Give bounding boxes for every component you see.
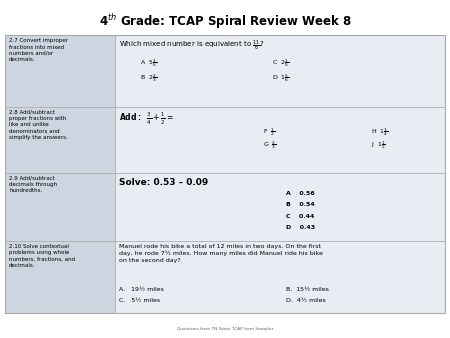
Text: C    0.44: C 0.44 [286, 214, 314, 218]
Text: D.  4½ miles: D. 4½ miles [286, 298, 325, 303]
Text: Questions from TN State TCAP Item Sampler: Questions from TN State TCAP Item Sample… [177, 327, 273, 331]
Text: B.  15½ miles: B. 15½ miles [286, 287, 328, 292]
Text: D    0.43: D 0.43 [286, 225, 315, 230]
Text: J  $1\frac{1}{2}$: J $1\frac{1}{2}$ [371, 139, 386, 151]
Bar [115, 35, 445, 107]
Text: Solve: 0.53 – 0.09: Solve: 0.53 – 0.09 [119, 178, 208, 187]
Bar [5, 241, 115, 313]
Text: 2.10 Solve contextual
problems using whole
numbers, fractions, and
decimals.: 2.10 Solve contextual problems using who… [9, 244, 75, 268]
Bar [115, 107, 445, 173]
Text: H  $1\frac{1}{4}$: H $1\frac{1}{4}$ [371, 125, 389, 138]
Bar [5, 107, 115, 173]
Text: A.   19½ miles: A. 19½ miles [119, 287, 164, 292]
Text: F  $\frac{1}{2}$: F $\frac{1}{2}$ [263, 125, 275, 138]
Bar [115, 241, 445, 313]
Text: 2.8 Add/subtract
proper fractions with
like and unlike
denominators and
simplify: 2.8 Add/subtract proper fractions with l… [9, 110, 68, 140]
Bar [5, 173, 115, 241]
Text: $\mathbf{Add:}$  $\frac{3}{4}+\frac{1}{2}=$: $\mathbf{Add:}$ $\frac{3}{4}+\frac{1}{2}… [119, 110, 174, 126]
Text: C  $2\frac{1}{5}$: C $2\frac{1}{5}$ [272, 57, 289, 69]
Text: 2.7 Convert improper
fractions into mixed
numbers and/or
decimals.: 2.7 Convert improper fractions into mixe… [9, 38, 68, 63]
Text: 4$^{th}$ Grade: TCAP Spiral Review Week 8: 4$^{th}$ Grade: TCAP Spiral Review Week … [99, 12, 351, 31]
Text: D  $1\frac{5}{6}$: D $1\frac{5}{6}$ [272, 72, 290, 83]
Text: 2.9 Add/subtract
decimals through
hundredths.: 2.9 Add/subtract decimals through hundre… [9, 175, 57, 193]
Text: C.   5½ miles: C. 5½ miles [119, 298, 160, 303]
Text: Manuel rode his bike a total of 12 miles in two days. On the first
day, he rode : Manuel rode his bike a total of 12 miles… [119, 244, 323, 263]
Text: A  $5\frac{1}{6}$: A $5\frac{1}{6}$ [140, 57, 157, 69]
Text: B  $2\frac{2}{3}$: B $2\frac{2}{3}$ [140, 72, 157, 83]
Text: A    0.56: A 0.56 [286, 191, 315, 196]
Text: Which mixed number is equivalent to $\frac{11}{6}$?: Which mixed number is equivalent to $\fr… [119, 39, 265, 53]
Bar [115, 173, 445, 241]
Text: G  $\frac{2}{3}$: G $\frac{2}{3}$ [263, 139, 277, 151]
Text: B    0.54: B 0.54 [286, 202, 315, 207]
Bar [5, 35, 445, 313]
Bar [5, 35, 115, 107]
